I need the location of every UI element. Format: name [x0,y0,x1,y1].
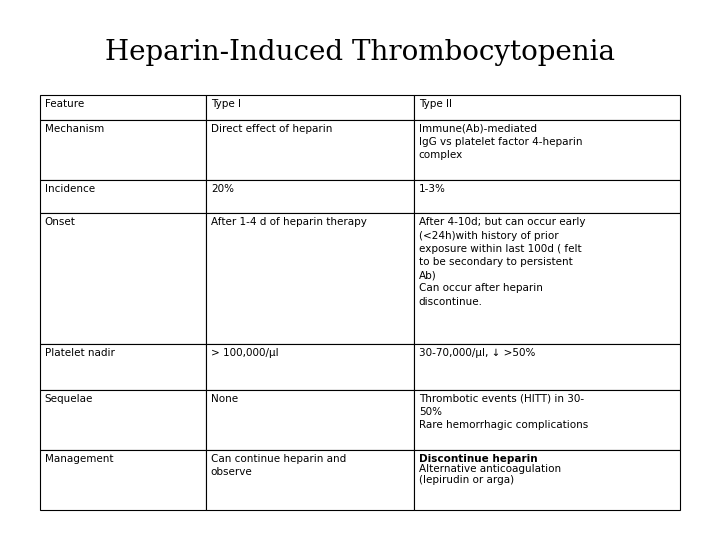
Bar [206,180,414,213]
Text: Heparin-Induced Thrombocytopenia: Heparin-Induced Thrombocytopenia [105,38,615,65]
Text: Type I: Type I [211,99,241,109]
Text: Management: Management [45,454,113,464]
Text: Can continue heparin and
observe: Can continue heparin and observe [211,454,346,477]
Bar [40,450,206,510]
Text: None: None [211,394,238,404]
Text: Onset: Onset [45,217,76,227]
Text: 30-70,000/μl, ↓ >50%: 30-70,000/μl, ↓ >50% [419,348,535,358]
Bar [206,213,414,344]
Text: (lepirudin or arga): (lepirudin or arga) [419,475,514,485]
Bar [40,344,206,390]
Text: Incidence: Incidence [45,184,95,194]
Bar [40,180,206,213]
Bar [40,213,206,344]
Bar [414,344,680,390]
Text: Direct effect of heparin: Direct effect of heparin [211,124,332,134]
Text: Feature: Feature [45,99,84,109]
Bar [206,450,414,510]
Text: Immune(Ab)-mediated
IgG vs platelet factor 4-heparin
complex: Immune(Ab)-mediated IgG vs platelet fact… [419,124,582,160]
Bar [40,120,206,180]
Text: Type II: Type II [419,99,451,109]
Text: Sequelae: Sequelae [45,394,93,404]
Text: Platelet nadir: Platelet nadir [45,348,114,358]
Bar [414,450,680,510]
Bar [206,120,414,180]
Text: 1-3%: 1-3% [419,184,446,194]
Bar [414,213,680,344]
Text: After 1-4 d of heparin therapy: After 1-4 d of heparin therapy [211,217,366,227]
Text: Discontinue heparin: Discontinue heparin [419,454,537,464]
Bar [414,180,680,213]
Text: Thrombotic events (HITT) in 30-
50%
Rare hemorrhagic complications: Thrombotic events (HITT) in 30- 50% Rare… [419,394,588,430]
Text: Alternative anticoagulation: Alternative anticoagulation [419,464,561,475]
Text: After 4-10d; but can occur early
(<24h)with history of prior
exposure within las: After 4-10d; but can occur early (<24h)w… [419,217,585,307]
Bar [206,390,414,450]
Text: > 100,000/μl: > 100,000/μl [211,348,279,358]
Bar [40,390,206,450]
Bar [414,390,680,450]
Text: 20%: 20% [211,184,234,194]
Bar [206,344,414,390]
Bar [414,120,680,180]
Text: Mechanism: Mechanism [45,124,104,134]
Bar [40,95,206,120]
Bar [414,95,680,120]
Bar [206,95,414,120]
